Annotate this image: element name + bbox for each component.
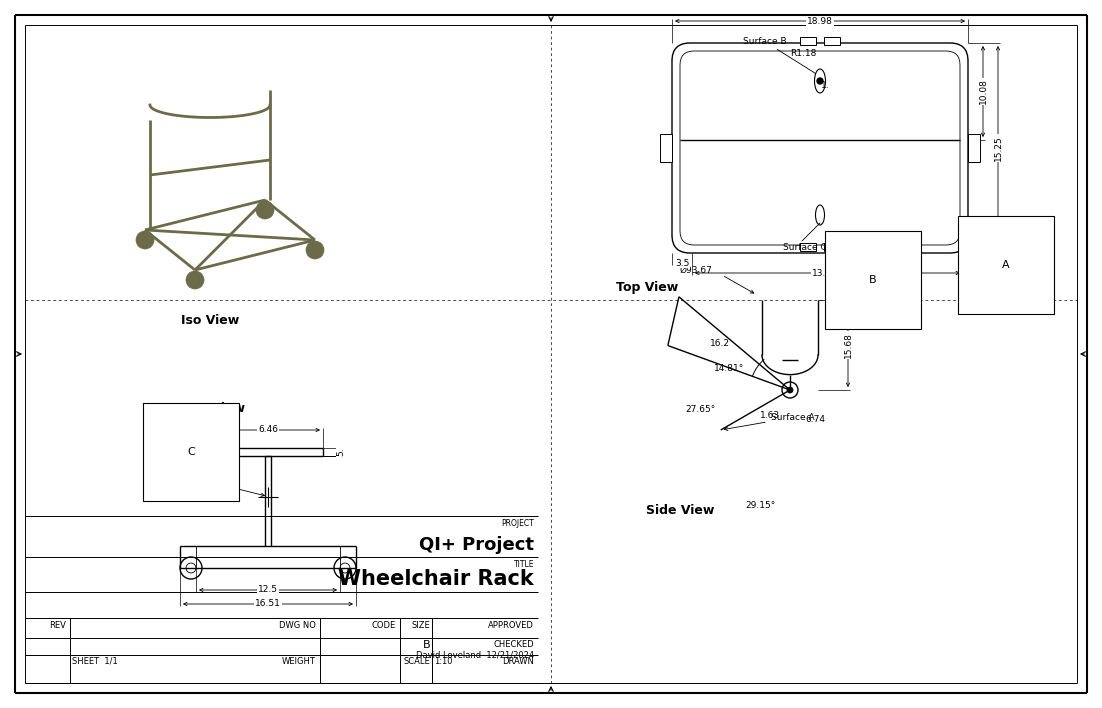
Text: 1.63: 1.63	[760, 411, 780, 420]
Circle shape	[256, 201, 274, 219]
Ellipse shape	[814, 69, 825, 93]
Text: C: C	[187, 447, 195, 457]
Text: REV: REV	[50, 621, 66, 630]
Bar	[824, 37, 840, 45]
Text: R1.18: R1.18	[790, 49, 817, 57]
Text: 14.81°: 14.81°	[714, 364, 745, 373]
Circle shape	[787, 387, 793, 393]
Text: Surface B: Surface B	[188, 477, 264, 496]
Text: Surface B: Surface B	[743, 37, 787, 45]
Circle shape	[186, 271, 204, 289]
Text: 29.15°: 29.15°	[745, 501, 775, 510]
Text: DWG NO: DWG NO	[279, 621, 316, 630]
Text: Iso View: Iso View	[181, 314, 239, 326]
Text: 1:10: 1:10	[434, 657, 453, 666]
Text: 16.51: 16.51	[255, 600, 281, 608]
Text: 10.08: 10.08	[979, 79, 987, 105]
Text: WEIGHT: WEIGHT	[282, 657, 316, 666]
Text: David Loveland  12/21/2024: David Loveland 12/21/2024	[415, 650, 534, 659]
Text: Front View: Front View	[171, 401, 246, 414]
Text: SHEET  1/1: SHEET 1/1	[72, 657, 118, 666]
Text: SCALE: SCALE	[403, 657, 430, 666]
Text: B: B	[422, 640, 430, 650]
Text: A: A	[1002, 260, 1009, 270]
Text: 13.96: 13.96	[812, 268, 838, 278]
Text: APPROVED: APPROVED	[488, 621, 534, 630]
Text: Surface C: Surface C	[784, 244, 826, 253]
Bar	[800, 37, 815, 45]
Text: Surface A: Surface A	[724, 413, 814, 430]
Text: 3.5: 3.5	[674, 258, 689, 268]
Ellipse shape	[815, 205, 824, 225]
Text: SIZE: SIZE	[411, 621, 430, 630]
Text: 15.68: 15.68	[843, 332, 853, 358]
Text: Wheelchair Rack: Wheelchair Rack	[338, 569, 534, 589]
Circle shape	[817, 78, 823, 84]
Text: 15.25: 15.25	[994, 135, 1003, 161]
Text: 27.65°: 27.65°	[684, 406, 715, 414]
Text: TITLE: TITLE	[514, 560, 534, 569]
Text: Ø93.67: Ø93.67	[679, 266, 712, 275]
Text: 6.74: 6.74	[804, 416, 825, 425]
Bar	[824, 243, 840, 251]
Text: CODE: CODE	[371, 621, 396, 630]
Text: 12.5: 12.5	[258, 586, 278, 595]
Bar	[660, 134, 672, 162]
Text: 6.46: 6.46	[258, 426, 278, 435]
Text: Top View: Top View	[616, 282, 678, 295]
Text: DRAWN: DRAWN	[503, 657, 534, 666]
Circle shape	[136, 231, 154, 249]
Text: B: B	[869, 275, 877, 285]
Text: 18.98: 18.98	[807, 16, 833, 25]
Bar	[800, 243, 815, 251]
Text: PROJECT: PROJECT	[501, 519, 534, 528]
Text: QI+ Project: QI+ Project	[419, 536, 534, 554]
Bar	[968, 134, 980, 162]
Text: 5.: 5.	[336, 447, 346, 457]
Text: Side View: Side View	[646, 503, 714, 517]
Text: 16.2: 16.2	[710, 339, 730, 348]
Text: 1.: 1.	[821, 81, 830, 89]
Text: CHECKED: CHECKED	[494, 640, 534, 649]
Circle shape	[306, 241, 324, 259]
